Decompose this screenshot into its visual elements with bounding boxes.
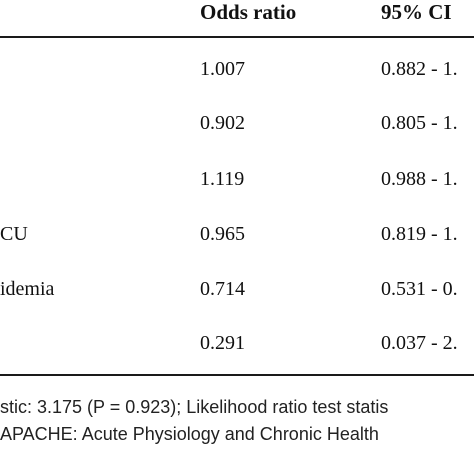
ci-cell: 0.882 - 1. [381,58,458,80]
row-label: idemia [0,278,55,300]
ci-cell: 0.805 - 1. [381,112,458,134]
odds-ratio-cell: 0.965 [200,223,245,245]
ci-cell: 0.988 - 1. [381,168,458,190]
ci-cell: 0.037 - 2. [381,332,458,354]
header-rule [0,36,474,38]
header-odds-ratio: Odds ratio [200,0,297,24]
header-95-ci: 95% CI [381,0,452,24]
footnote-line-2: APACHE: Acute Physiology and Chronic Hea… [0,424,379,444]
odds-ratio-cell: 0.291 [200,332,245,354]
odds-ratio-cell: 1.119 [200,168,245,190]
odds-ratio-cell: 0.902 [200,112,245,134]
odds-ratio-cell: 1.007 [200,58,245,80]
ci-cell: 0.531 - 0. [381,278,458,300]
row-label: CU [0,223,28,245]
footnote-line-1: stic: 3.175 (P = 0.923); Likelihood rati… [0,397,389,417]
ci-cell: 0.819 - 1. [381,223,458,245]
odds-ratio-cell: 0.714 [200,278,245,300]
bottom-rule [0,374,474,376]
